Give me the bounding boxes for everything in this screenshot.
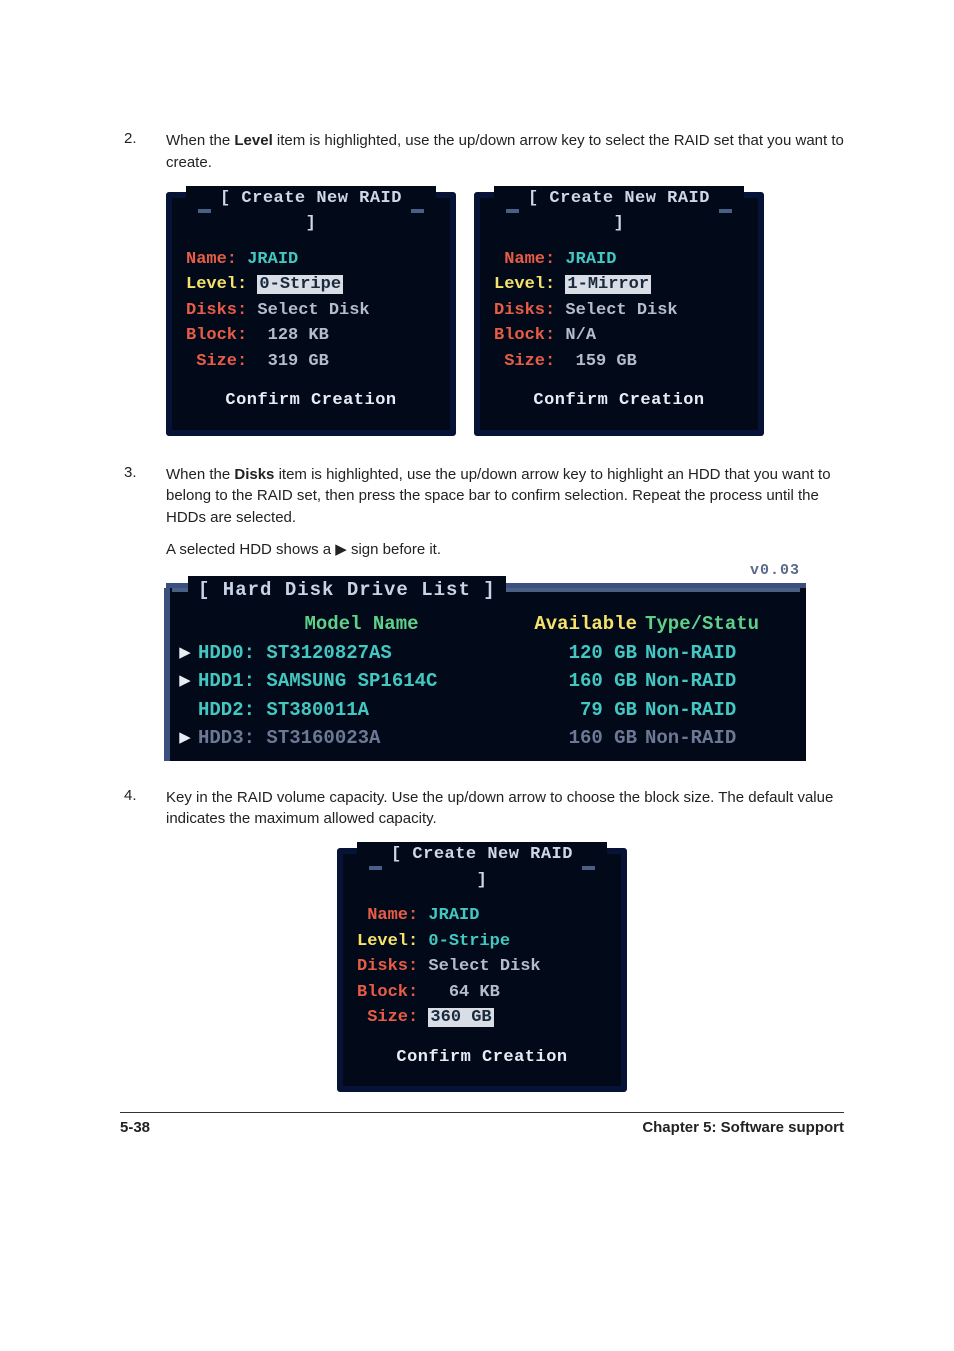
hdd-model: HDD3: ST3160023A [198, 724, 525, 753]
page-number: 5-38 [120, 1119, 150, 1136]
hdd-list-title: [ Hard Disk Drive List ] [188, 576, 506, 605]
bios-panel-size: [ Create New RAID ] Name: JRAID Level: 0… [337, 848, 627, 1092]
bios-title: [ Create New RAID ] [386, 842, 578, 893]
level-value-highlighted: 0-Stripe [257, 275, 343, 294]
bios-panel-mirror: [ Create New RAID ] Name: JRAID Level: 1… [474, 192, 764, 436]
step-number: 4. [120, 787, 166, 831]
level-value-highlighted: 1-Mirror [565, 275, 651, 294]
hdd-row: ▶HDD3: ST3160023A160 GB Non-RAID [172, 724, 800, 753]
triangle-icon: ▶ [335, 541, 347, 558]
step-text: When the Disks item is highlighted, use … [166, 464, 844, 565]
selected-mark-icon [172, 696, 198, 725]
confirm-creation: Confirm Creation [494, 388, 744, 414]
hdd-available: 79 GB [525, 696, 645, 725]
page-footer: 5-38 Chapter 5: Software support [120, 1112, 844, 1136]
col-available: Available [534, 613, 637, 635]
hdd-model: HDD2: ST380011A [198, 696, 525, 725]
bios-panel-stripe: [ Create New RAID ] Name: JRAID Level: 0… [166, 192, 456, 436]
hdd-available: 120 GB [525, 639, 645, 668]
size-value-highlighted: 360 GB [428, 1008, 493, 1027]
bios-panels-row: [ Create New RAID ] Name: JRAID Level: 0… [120, 192, 844, 436]
selected-mark-icon: ▶ [172, 667, 198, 696]
hdd-available: 160 GB [525, 724, 645, 753]
hdd-type: Non-RAID [645, 639, 800, 668]
confirm-creation: Confirm Creation [186, 388, 436, 414]
hdd-list-panel: v0.03 [ Hard Disk Drive List ] Model Nam… [166, 583, 806, 761]
hdd-model: HDD0: ST3120827AS [198, 639, 525, 668]
hdd-type: Non-RAID [645, 667, 800, 696]
step-number: 3. [120, 464, 166, 565]
col-type: Type/Statu [645, 613, 759, 635]
disks-keyword: Disks [234, 466, 274, 483]
bios-title: [ Create New RAID ] [215, 186, 407, 237]
hdd-header-row: Model Name Available Type/Statu [172, 610, 800, 639]
selected-mark-icon: ▶ [172, 724, 198, 753]
step-3: 3. When the Disks item is highlighted, u… [120, 464, 844, 565]
hdd-type: Non-RAID [645, 724, 800, 753]
step-number: 2. [120, 130, 166, 174]
confirm-creation: Confirm Creation [357, 1045, 607, 1071]
hdd-available: 160 GB [525, 667, 645, 696]
chapter-title: Chapter 5: Software support [642, 1119, 844, 1136]
step-text: When the Level item is highlighted, use … [166, 130, 844, 174]
step-text: Key in the RAID volume capacity. Use the… [166, 787, 844, 831]
level-keyword: Level [234, 132, 272, 149]
hdd-row: ▶HDD1: SAMSUNG SP1614C160 GB Non-RAID [172, 667, 800, 696]
hdd-row: HDD2: ST380011A79 GB Non-RAID [172, 696, 800, 725]
step-2: 2. When the Level item is highlighted, u… [120, 130, 844, 174]
bios-title: [ Create New RAID ] [523, 186, 715, 237]
step-4: 4. Key in the RAID volume capacity. Use … [120, 787, 844, 831]
hdd-model: HDD1: SAMSUNG SP1614C [198, 667, 525, 696]
col-model: Model Name [304, 613, 418, 635]
version-text: v0.03 [750, 560, 800, 583]
selected-mark-icon: ▶ [172, 639, 198, 668]
hdd-type: Non-RAID [645, 696, 800, 725]
hdd-row: ▶HDD0: ST3120827AS120 GB Non-RAID [172, 639, 800, 668]
